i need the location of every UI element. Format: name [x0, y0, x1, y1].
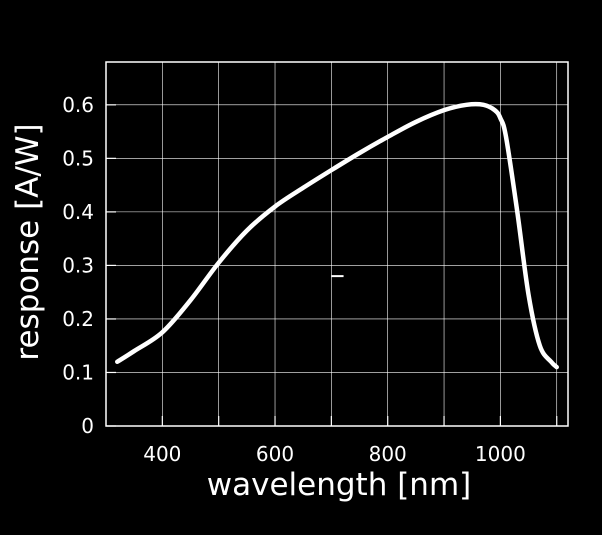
x-tick-label: 800 [369, 442, 407, 466]
y-tick-label: 0.4 [62, 200, 94, 224]
y-tick-label: 0.1 [62, 360, 94, 384]
response-line [115, 101, 559, 370]
x-tick-label: 600 [256, 442, 294, 466]
y-tick-label: 0.3 [62, 253, 94, 277]
x-tick-label: 1000 [475, 442, 526, 466]
x-axis-title: wavelength [nm] [207, 467, 471, 503]
y-tick-label: 0.2 [62, 307, 94, 331]
x-tick-label: 400 [143, 442, 181, 466]
plot-frame [105, 61, 569, 427]
y-tick-label: 0.6 [62, 93, 94, 117]
y-axis-title: response [A/W] [10, 123, 46, 360]
y-tick-label: 0 [81, 414, 94, 438]
y-tick-label: 0.5 [62, 146, 94, 170]
